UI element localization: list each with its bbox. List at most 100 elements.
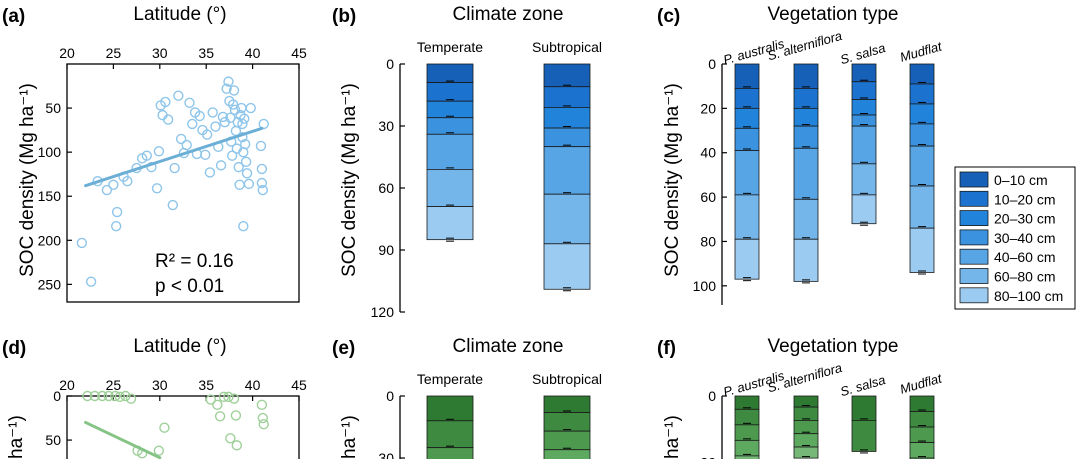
panel-a-label: (a) <box>2 6 25 27</box>
bar-segment <box>734 107 760 129</box>
panel-e-label: (e) <box>332 338 355 359</box>
data-point <box>89 390 101 402</box>
data-point <box>256 177 268 189</box>
x-tick-label: 45 <box>291 45 307 61</box>
legend-entry: 0–10 cm <box>994 172 1048 188</box>
panel-d-plot-frame <box>66 395 300 459</box>
x-tick-label: 40 <box>245 377 261 393</box>
data-point <box>221 83 232 94</box>
legend-frame <box>954 166 1076 310</box>
legend-entry: 80–100 cm <box>994 288 1063 304</box>
panel-f-ylabel: ha⁻¹) <box>662 415 683 459</box>
data-point <box>258 419 269 430</box>
bar-segment <box>909 63 935 85</box>
y-tick-label: 100 <box>693 278 717 294</box>
bar-segment <box>543 395 591 413</box>
y-tick-label: 0 <box>386 388 394 404</box>
data-point <box>153 146 165 157</box>
bar-segment <box>909 145 935 187</box>
data-point <box>223 76 234 87</box>
data-point <box>217 111 229 123</box>
regression-line <box>84 126 264 188</box>
panel-b-label: (b) <box>332 6 356 27</box>
bar-segment <box>426 117 474 135</box>
data-point <box>141 150 153 161</box>
bar-segment <box>851 63 877 83</box>
data-point <box>181 139 192 151</box>
data-point <box>223 391 234 403</box>
data-point <box>204 167 216 178</box>
panel-b-title: Climate zone <box>453 4 564 25</box>
data-point <box>110 220 122 232</box>
data-point <box>210 121 221 132</box>
y-tick-label: 20 <box>700 100 716 116</box>
data-point <box>187 118 198 130</box>
bar-segment <box>543 412 591 432</box>
legend-swatch <box>959 210 989 227</box>
data-point <box>169 162 180 174</box>
x-tick-label: 30 <box>152 45 168 61</box>
bar-segment <box>734 424 760 441</box>
data-point <box>160 96 171 108</box>
data-point <box>110 390 121 402</box>
y-tick-label: 30 <box>700 455 716 459</box>
data-point <box>194 110 205 122</box>
bar-segment <box>543 193 591 245</box>
bar-segment <box>909 395 935 412</box>
bar-segment <box>909 103 935 125</box>
data-point <box>240 156 252 168</box>
data-point <box>85 276 97 287</box>
x-tick-label: 30 <box>152 377 168 393</box>
x-tick-label: 35 <box>198 377 214 393</box>
category-label: S. salsa <box>838 40 887 67</box>
panel-f: (f) Vegetation type ha⁻¹) 030 P. austral… <box>657 336 945 459</box>
panel-f-label: (f) <box>657 338 676 359</box>
regression-line <box>84 420 162 459</box>
panel-f-title: Vegetation type <box>768 336 899 357</box>
bar-segment <box>543 449 591 459</box>
data-point <box>82 390 93 402</box>
data-point <box>215 160 227 171</box>
bar-segment <box>909 123 935 147</box>
bar-segment <box>851 99 877 116</box>
y-tick-label: 100 <box>38 144 62 160</box>
bar-segment <box>851 125 877 165</box>
bar-segment <box>909 185 935 229</box>
data-point <box>120 390 131 402</box>
legend-entry: 20–30 cm <box>994 211 1055 227</box>
legend-swatch <box>959 190 989 207</box>
bar-segment <box>426 82 474 102</box>
bar-segment <box>426 168 474 207</box>
y-tick-label: 50 <box>45 432 61 448</box>
x-tick-label: 25 <box>106 45 122 61</box>
legend-entry: 60–80 cm <box>994 269 1055 285</box>
x-tick-label: 40 <box>245 45 261 61</box>
legend-swatch <box>959 171 989 188</box>
x-tick-label: 25 <box>106 377 122 393</box>
panel-c-label: (c) <box>657 6 680 27</box>
legend: 0–10 cm 10–20 cm 20–30 cm 30–40 cm 40–60 cm 6… <box>954 166 1076 310</box>
data-point <box>205 394 217 405</box>
legend-entry: 30–40 cm <box>994 230 1055 246</box>
panel-e: (e) Climate zone ha⁻¹) 0 30 Temperate Subt… <box>332 336 602 459</box>
y-tick-label: 90 <box>378 242 394 258</box>
bar-segment <box>793 88 819 109</box>
y-tick-label: 0 <box>708 56 716 72</box>
bar-segment <box>734 63 760 89</box>
data-point <box>255 140 267 152</box>
data-point <box>108 179 119 190</box>
y-tick-label: 30 <box>378 450 394 459</box>
y-tick-label: 80 <box>700 233 716 249</box>
data-point <box>114 391 126 403</box>
data-point <box>256 399 268 411</box>
y-tick-label: 50 <box>45 100 61 116</box>
bar-segment <box>793 198 819 240</box>
data-point <box>237 118 248 130</box>
data-point <box>111 206 123 218</box>
data-point <box>227 99 239 110</box>
panel-c-title: Vegetation type <box>768 4 899 25</box>
data-point <box>243 178 255 190</box>
bar-segment <box>543 86 591 108</box>
legend-swatch <box>959 248 989 265</box>
